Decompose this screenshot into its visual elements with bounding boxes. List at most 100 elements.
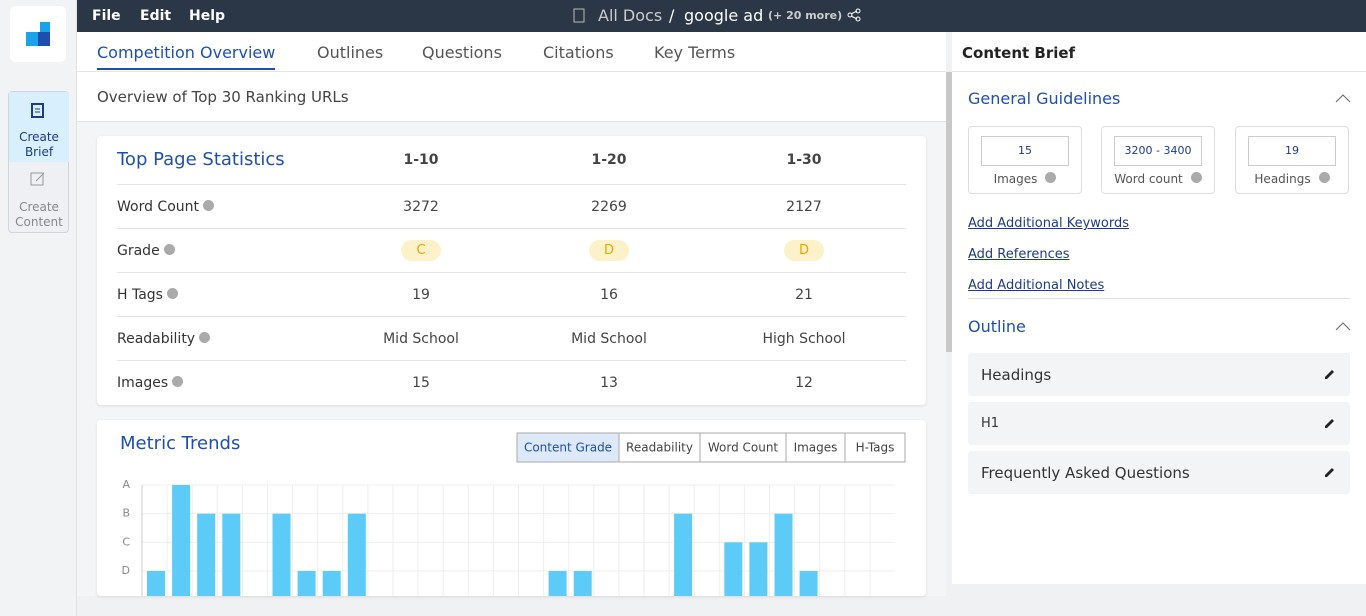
menu-help[interactable]: Help [189,8,226,24]
guideline-label: Word count [1102,172,1214,186]
cell: 2269 [591,199,627,215]
row-label: H Tags [117,287,178,303]
brief-title: Content Brief [962,44,1076,62]
guidelines-title: General Guidelines [968,89,1121,108]
bar [147,571,165,596]
bar [172,485,191,596]
outline-item[interactable]: Headings [968,353,1350,396]
stats-title: Top Page Statistics [117,149,285,170]
guideline-value: 19 [1248,136,1336,166]
row-label-text: Readability [117,331,196,347]
filter-button[interactable] [785,432,846,463]
info-icon[interactable] [203,200,215,211]
info-icon[interactable] [1190,172,1202,183]
guideline-label: Images [969,172,1081,186]
row-label: Grade [117,243,175,259]
column-header: 1-30 [786,152,822,168]
guideline-label-text: Headings [1254,172,1311,186]
create-content[interactable]: Create Content [15,200,63,229]
menu-file[interactable]: File [92,8,121,24]
y-tick-label: B [122,507,130,520]
guideline-value: 3200 - 3400 [1114,136,1202,166]
collapse-icon[interactable] [1335,93,1351,103]
filter-button[interactable] [844,432,906,463]
filter-button[interactable] [516,432,620,463]
edit-icon[interactable] [1324,368,1336,380]
breadcrumb-root[interactable]: All Docs [598,6,663,25]
bar [724,542,743,596]
y-tick-label: A [122,478,130,491]
tab[interactable]: Outlines [317,43,384,62]
outline-item[interactable]: H1 [968,402,1350,445]
cell: 19 [412,287,430,303]
overview-header: Overview of Top 30 Ranking URLs [77,72,946,122]
content-icon [30,172,45,186]
info-icon[interactable] [172,376,184,387]
info-icon[interactable] [199,332,211,343]
tab[interactable]: Competition Overview [97,43,276,70]
filter-button[interactable] [699,432,787,463]
info-icon[interactable] [163,244,175,255]
row-divider [117,228,906,229]
guideline-stat: 3200 - 3400 Word count [1101,126,1215,194]
menu-edit[interactable]: Edit [140,8,172,24]
row-label-text: Grade [117,243,160,259]
bar [749,542,768,596]
collapse-icon[interactable] [1335,321,1351,331]
edit-icon[interactable] [1324,466,1336,478]
filter-label: Word Count [708,441,779,455]
filter-label: H-Tags [856,441,895,455]
row-label-text: Word Count [117,199,200,215]
row-divider [117,272,906,273]
sidebar: Create Brief Create Content [0,0,77,616]
info-icon[interactable] [1045,172,1057,183]
outline-item[interactable]: Frequently Asked Questions [968,451,1350,494]
row-label: Images [117,375,184,391]
grade-badge: C [401,240,441,261]
edit-icon[interactable] [1324,417,1336,429]
chart-title: Metric Trends [120,433,240,454]
row-label-text: H Tags [117,287,163,303]
info-icon[interactable] [166,288,178,299]
outline-title: Outline [968,317,1026,336]
breadcrumb-doc: google ad [684,6,764,25]
logo [10,6,66,62]
cell: Mid School [571,331,647,347]
row-divider [117,316,906,317]
chart: Metric Trends Content Grade Readability Wo… [120,432,906,596]
bar [573,571,592,596]
tab[interactable]: Questions [422,43,502,62]
guideline-stat: 19 Headings [1235,126,1349,194]
bar [799,571,818,596]
content-brief: Content Brief General Guidelines Outline… [952,32,1366,584]
share-icon[interactable] [847,8,861,22]
bar [347,513,366,596]
guideline-link[interactable]: Add References [968,247,1070,262]
tab[interactable]: Key Terms [654,43,736,62]
cell: High School [762,331,846,347]
overview-title: Overview of Top 30 Ranking URLs [97,88,349,106]
y-tick-label: C [122,535,130,548]
cell: 16 [600,287,618,303]
tabs: Competition Overview Outlines Questions Cit… [77,32,946,72]
guideline-label: Headings [1236,172,1348,186]
cell: 3272 [403,199,439,215]
tab[interactable]: Citations [543,43,614,62]
top-bar: File Edit Help All Docs / google ad (+ 2… [77,0,1366,32]
chart-card: Metric Trends Content Grade Readability Wo… [97,420,926,596]
cell: 12 [795,375,813,391]
row-divider [117,360,906,361]
column-header: 1-20 [591,152,627,168]
guideline-label-text: Word count [1114,172,1183,186]
guideline-link[interactable]: Add Additional Keywords [968,216,1129,231]
info-icon[interactable] [1318,172,1330,183]
doc-icon [573,8,585,23]
guideline-link[interactable]: Add Additional Notes [968,278,1105,293]
row-divider [117,184,906,185]
bar [297,571,316,596]
cell: 2127 [786,199,822,215]
breadcrumb-more[interactable]: (+ 20 more) [768,9,843,22]
grade-badge: D [784,240,824,261]
filter-button[interactable] [618,432,701,463]
